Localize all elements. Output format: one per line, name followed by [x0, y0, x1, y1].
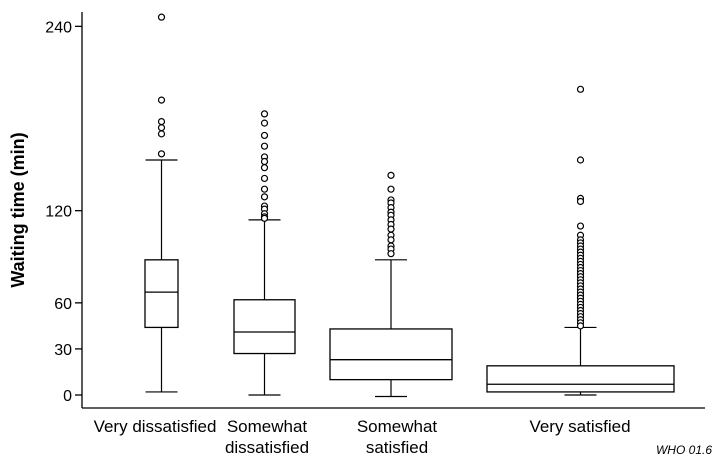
outlier-point — [387, 236, 395, 244]
outlier-point — [576, 322, 585, 330]
outlier-point — [260, 214, 269, 222]
outlier-point — [387, 171, 395, 179]
outlier-point — [157, 150, 166, 158]
x-tick-label: Somewhat — [227, 417, 308, 436]
y-tick-label: 120 — [45, 204, 72, 221]
iqr-box — [233, 299, 296, 355]
x-tick-label: dissatisfied — [225, 438, 309, 457]
outlier-point — [576, 85, 585, 93]
outlier-point — [157, 96, 166, 104]
y-tick-label: 60 — [54, 296, 72, 313]
outlier-point — [576, 222, 585, 230]
outlier-point — [576, 197, 585, 206]
y-tick-label: 240 — [45, 19, 72, 36]
outlier-point — [260, 185, 269, 193]
iqr-box — [486, 365, 675, 393]
outlier-point — [157, 117, 166, 126]
outlier-point — [387, 185, 395, 193]
outlier-point — [387, 250, 395, 258]
outlier-point — [260, 157, 269, 166]
x-tick-label: Very satisfied — [529, 417, 630, 436]
outlier-point — [387, 225, 395, 233]
iqr-box — [329, 328, 453, 381]
source-note: WHO 01.6 — [656, 443, 712, 457]
y-axis: 0 30 60 120 240 — [45, 12, 83, 408]
x-axis: Very dissatisfied Somewhat dissatisfied Som… — [82, 407, 705, 457]
box-group — [144, 13, 179, 393]
outlier-point — [260, 193, 269, 201]
outlier-point — [260, 164, 269, 172]
iqr-box — [144, 259, 179, 329]
x-tick-label: Very dissatisfied — [94, 417, 217, 436]
boxes — [144, 13, 675, 398]
outlier-point — [576, 156, 585, 164]
outlier-point — [157, 130, 166, 138]
x-tick-label: satisfied — [366, 438, 428, 457]
y-tick-label: 0 — [63, 388, 72, 405]
y-axis-title: Waiting time (min) — [8, 132, 28, 287]
box-group — [233, 110, 296, 396]
box-group — [329, 171, 453, 398]
outlier-point — [260, 142, 269, 150]
outlier-point — [260, 131, 269, 140]
outlier-point — [260, 110, 269, 118]
outlier-point — [260, 119, 269, 127]
outlier-point — [260, 174, 269, 183]
y-tick-label: 30 — [54, 342, 72, 359]
box-group — [486, 85, 675, 396]
x-tick-label: Somewhat — [357, 417, 438, 436]
outlier-point — [157, 124, 166, 132]
outlier-point — [157, 13, 166, 21]
